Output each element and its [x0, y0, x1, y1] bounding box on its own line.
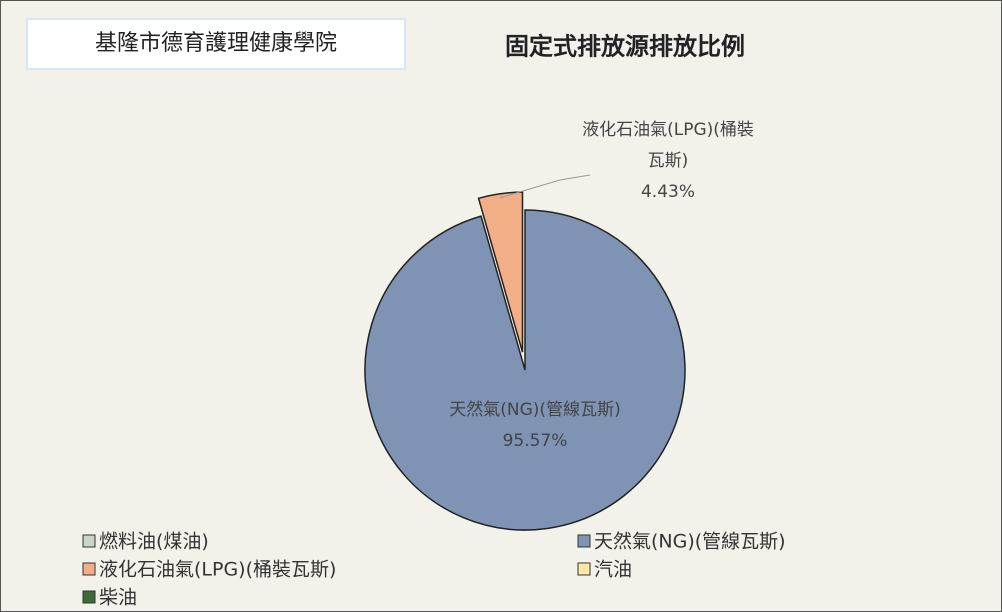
legend-swatch [82, 590, 96, 604]
data-label-name: 液化石油氣(LPG)(桶裝瓦斯) [582, 120, 754, 171]
data-label: 95.57% [502, 431, 568, 451]
pie-slice [364, 209, 686, 531]
leader-line [500, 174, 591, 199]
legend-label: 天然氣(NG)(管線瓦斯) [594, 531, 786, 553]
legend-label: 液化石油氣(LPG)(桶裝瓦斯) [99, 559, 336, 581]
legend-swatch [577, 534, 591, 548]
legend-label: 柴油 [99, 587, 137, 609]
legend-swatch [82, 562, 96, 576]
school-name: 基隆市德育護理健康學院 [26, 18, 406, 70]
legend-swatch [82, 534, 96, 548]
data-label-name: 天然氣(NG)(管線瓦斯) [449, 400, 621, 420]
pie-slice [477, 191, 524, 353]
data-label: 4.43% [640, 182, 695, 202]
legend-swatch [577, 562, 591, 576]
chart-title: 固定式排放源排放比例 [505, 32, 745, 61]
legend-label: 燃料油(煤油) [99, 531, 209, 553]
legend-label: 汽油 [594, 559, 632, 581]
